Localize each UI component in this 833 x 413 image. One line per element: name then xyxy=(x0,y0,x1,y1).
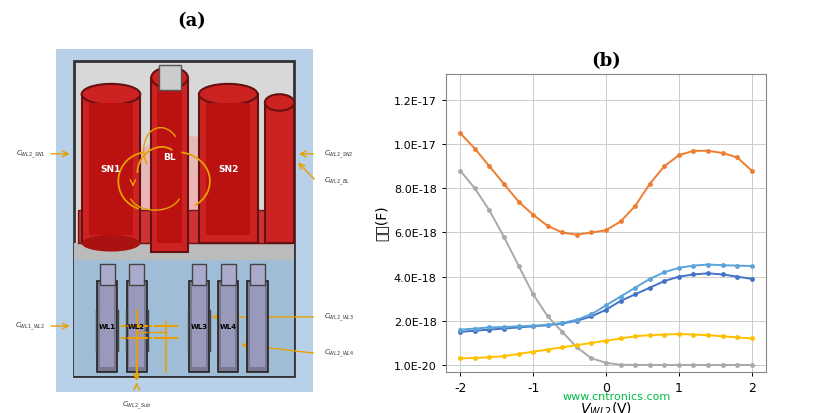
Text: WL2: WL2 xyxy=(128,323,145,329)
Text: (a): (a) xyxy=(177,12,206,30)
Bar xyxy=(74,260,294,376)
Bar xyxy=(100,285,114,368)
Ellipse shape xyxy=(82,85,140,105)
Text: SN2: SN2 xyxy=(218,165,238,174)
Ellipse shape xyxy=(199,85,257,105)
Bar xyxy=(129,285,144,368)
Text: WL3: WL3 xyxy=(191,323,207,329)
Bar xyxy=(218,281,238,372)
Ellipse shape xyxy=(152,68,188,89)
Bar xyxy=(221,285,236,368)
Text: $C_{WL2\_WL4}$: $C_{WL2\_WL4}$ xyxy=(323,347,354,360)
Bar xyxy=(152,78,188,252)
Bar xyxy=(74,244,294,260)
Y-axis label: 电容(F): 电容(F) xyxy=(374,205,388,241)
Title: (b): (b) xyxy=(591,52,621,70)
Bar xyxy=(82,95,140,244)
Bar xyxy=(74,62,294,376)
Bar xyxy=(221,264,236,285)
Bar xyxy=(56,50,312,392)
Bar xyxy=(199,95,257,244)
Bar xyxy=(127,281,147,372)
Bar xyxy=(192,285,206,368)
Text: $C_{WL2\_SN2}$: $C_{WL2\_SN2}$ xyxy=(323,148,353,161)
Ellipse shape xyxy=(265,95,294,112)
Bar xyxy=(157,87,182,244)
Bar xyxy=(100,264,115,285)
Text: $C_{WL2\_Sub}$: $C_{WL2\_Sub}$ xyxy=(122,399,151,411)
Ellipse shape xyxy=(137,173,232,231)
Text: SN1: SN1 xyxy=(101,165,121,174)
Bar xyxy=(192,264,207,285)
Bar xyxy=(207,103,250,235)
Text: $C_{WL2\_SN1}$: $C_{WL2\_SN1}$ xyxy=(16,148,45,161)
Bar xyxy=(250,264,265,285)
Text: WL1: WL1 xyxy=(99,323,116,329)
Ellipse shape xyxy=(126,136,243,227)
Bar xyxy=(265,103,294,244)
Bar xyxy=(129,264,144,285)
Text: $C_{WL1\_WL2}$: $C_{WL1\_WL2}$ xyxy=(15,320,45,332)
Bar xyxy=(251,285,265,368)
X-axis label: $V_{WL2}$(V): $V_{WL2}$(V) xyxy=(580,399,632,413)
Ellipse shape xyxy=(82,235,140,252)
Bar xyxy=(247,281,267,372)
Bar xyxy=(78,211,291,244)
Text: WL4: WL4 xyxy=(220,323,237,329)
Text: www.cntronics.com: www.cntronics.com xyxy=(562,391,671,401)
Bar xyxy=(158,66,181,91)
Bar xyxy=(189,281,209,372)
Text: BL: BL xyxy=(163,152,176,161)
Text: $C_{WL2\_BL}$: $C_{WL2\_BL}$ xyxy=(323,176,349,188)
Bar xyxy=(97,281,117,372)
Text: $C_{WL2\_WL3}$: $C_{WL2\_WL3}$ xyxy=(323,311,354,323)
Bar xyxy=(89,103,133,235)
